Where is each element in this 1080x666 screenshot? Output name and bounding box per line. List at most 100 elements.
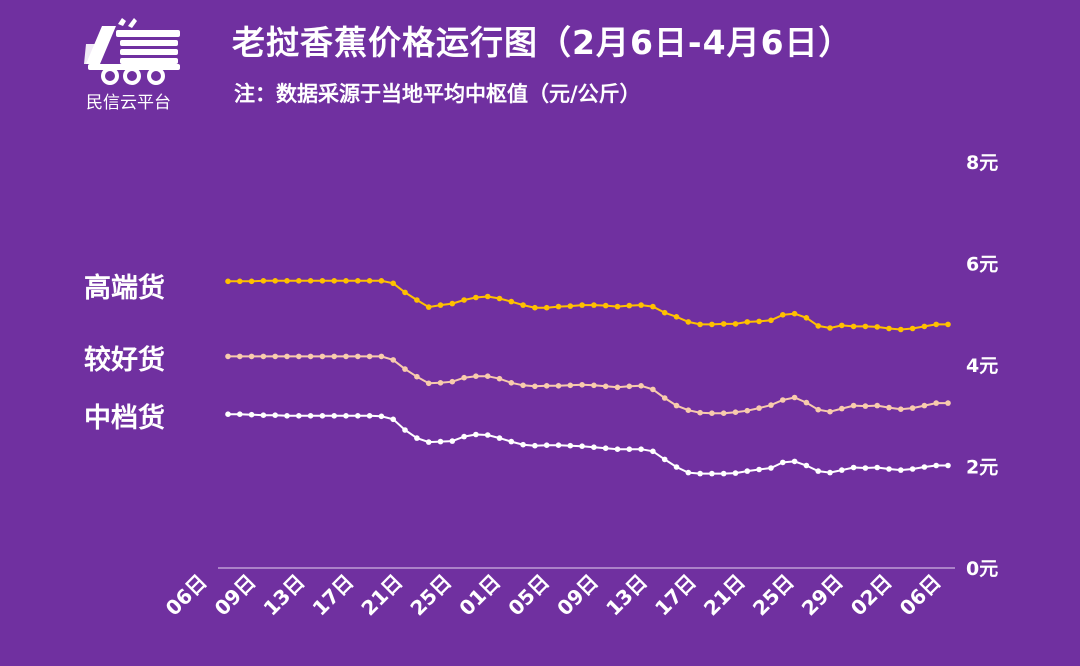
data-point (673, 464, 680, 470)
data-point (520, 441, 526, 448)
data-point (449, 378, 456, 385)
data-point (425, 304, 432, 310)
data-point (390, 416, 397, 423)
data-point (543, 442, 550, 449)
data-point (449, 438, 456, 444)
data-point (732, 470, 739, 476)
data-point (697, 321, 703, 328)
data-point (744, 468, 751, 474)
data-point (602, 383, 609, 390)
data-point (579, 302, 585, 308)
data-point (543, 383, 550, 389)
data-point (898, 406, 904, 413)
x-tick-label: 13日 (601, 570, 652, 621)
data-point (744, 319, 751, 325)
x-tick-label: 13日 (259, 570, 310, 621)
data-point (591, 302, 597, 308)
data-point (237, 278, 243, 285)
data-point (886, 466, 892, 472)
x-tick-label: 01日 (454, 570, 505, 621)
data-point (874, 402, 880, 409)
data-point (248, 411, 255, 418)
data-point (720, 470, 727, 477)
data-point (886, 325, 892, 332)
data-point (319, 413, 326, 419)
legend-label-mid: 中档货 (84, 403, 165, 434)
data-point (296, 413, 302, 419)
x-tick-label: 21日 (356, 570, 407, 621)
data-point (673, 402, 680, 409)
data-point (366, 413, 373, 419)
data-point (284, 278, 290, 284)
data-point (319, 278, 326, 284)
data-point (425, 380, 432, 387)
data-point (543, 304, 550, 311)
data-point (248, 353, 255, 360)
data-point (803, 462, 810, 469)
data-point (414, 373, 420, 380)
data-point (484, 432, 491, 438)
data-point (768, 465, 774, 471)
data-point (225, 278, 231, 285)
x-tick-label: 17日 (308, 570, 359, 621)
data-point (484, 293, 491, 300)
y-tick-label: 8元 (966, 152, 998, 174)
data-point (850, 464, 857, 471)
data-point (473, 373, 479, 380)
data-point (496, 375, 503, 382)
data-point (331, 413, 338, 419)
legend-label-good: 较好货 (84, 345, 165, 376)
data-point (343, 413, 349, 419)
x-tick-label: 25日 (748, 570, 799, 621)
data-point (827, 325, 833, 331)
data-point (567, 382, 574, 389)
data-point (260, 412, 267, 419)
data-point (720, 321, 727, 327)
data-point (850, 323, 857, 330)
data-point (402, 366, 408, 372)
y-tick-label: 0元 (966, 558, 998, 580)
data-point (921, 402, 928, 409)
data-point (661, 309, 668, 316)
data-point (414, 297, 420, 303)
truck-logo-icon (84, 18, 180, 85)
data-point (390, 280, 397, 287)
data-point (744, 407, 751, 414)
data-point (272, 278, 279, 284)
data-point (921, 464, 928, 470)
data-point (815, 323, 821, 329)
data-point (756, 318, 762, 325)
data-point (933, 321, 939, 328)
series-line (228, 413, 948, 475)
data-point (709, 470, 715, 477)
data-point (307, 353, 314, 360)
data-point (626, 446, 633, 453)
data-point (602, 302, 609, 309)
data-point (626, 383, 633, 390)
data-point (390, 357, 397, 363)
data-point (709, 321, 715, 328)
data-point (815, 468, 821, 474)
data-point (673, 314, 680, 320)
data-point (909, 466, 916, 472)
data-point (484, 373, 491, 380)
x-tick-label: 21日 (699, 570, 750, 621)
data-point (331, 278, 338, 284)
data-point (791, 458, 798, 465)
data-point (933, 400, 939, 406)
data-point (768, 317, 774, 324)
data-point (378, 413, 385, 420)
data-point (874, 464, 880, 471)
data-point (886, 404, 892, 411)
x-tick-label: 25日 (405, 570, 456, 621)
legend-label-high: 高端货 (84, 273, 165, 304)
y-tick-label: 2元 (966, 457, 998, 479)
data-point (697, 470, 703, 477)
data-point (366, 353, 373, 360)
data-point (909, 325, 916, 332)
data-point (355, 353, 361, 360)
data-point (520, 382, 526, 389)
data-point (331, 353, 338, 360)
data-point (827, 408, 833, 415)
data-point (296, 278, 302, 284)
